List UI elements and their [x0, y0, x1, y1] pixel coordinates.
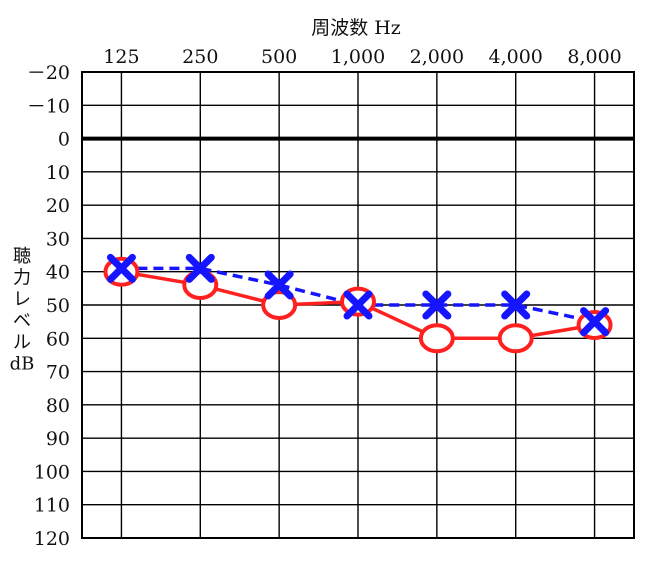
x-tick-label: 250	[182, 46, 218, 68]
y-tick-label: 30	[46, 228, 70, 250]
y-tick-label: 90	[46, 428, 70, 450]
y-axis-title-char: レ	[13, 289, 31, 310]
x-tick-label: 4,000	[489, 46, 543, 68]
circle-marker	[418, 323, 455, 354]
cross-marker	[264, 270, 294, 300]
y-tick-label: 50	[46, 295, 70, 317]
y-axis-title-char: ル	[13, 332, 31, 353]
x-tick-label: 125	[103, 46, 139, 68]
data-series	[103, 253, 613, 354]
y-tick-label: －20	[27, 62, 70, 84]
y-axis-title-char: ベ	[13, 311, 31, 332]
y-tick-label: 0	[58, 129, 70, 151]
x-tick-label: 500	[261, 46, 297, 68]
y-tick-label: 60	[46, 328, 70, 350]
cross-marker	[106, 253, 136, 283]
x-tick-label: 2,000	[410, 46, 464, 68]
cross-marker-stroke	[106, 253, 136, 283]
y-axis-ticks: －20 －10 0 10 20 30 40 50 60 70 80 90 100 110 120	[27, 62, 70, 550]
y-axis-title-char: 聴	[13, 246, 31, 267]
cross-marker-stroke	[343, 290, 373, 320]
circle-marker	[497, 323, 534, 354]
x-tick-label: 8,000	[567, 46, 621, 68]
cross-marker	[580, 307, 610, 337]
cross-marker-stroke	[264, 270, 294, 300]
y-tick-label: 40	[46, 262, 70, 284]
x-axis-ticks: 125 250 500 1,000 2,000 4,000 8,000	[103, 46, 621, 68]
cross-marker-stroke	[422, 290, 452, 320]
cross-marker-stroke	[501, 290, 531, 320]
y-tick-label: 20	[46, 195, 70, 217]
y-tick-label: 80	[46, 395, 70, 417]
y-tick-label: －10	[27, 95, 70, 117]
cross-marker	[185, 253, 215, 283]
y-axis-title-char: 力	[13, 268, 31, 289]
x-axis-title: 周波数 Hz	[311, 17, 401, 39]
circle-marker	[261, 290, 298, 320]
cross-marker	[343, 290, 373, 320]
y-tick-label: 120	[34, 528, 70, 550]
y-tick-label: 100	[34, 461, 70, 483]
cross-marker	[501, 290, 531, 320]
cross-marker-stroke	[580, 307, 610, 337]
x-tick-label: 1,000	[331, 46, 385, 68]
y-tick-label: 10	[46, 162, 70, 184]
cross-marker-stroke	[185, 253, 215, 283]
cross-marker	[422, 290, 452, 320]
y-tick-label: 110	[34, 495, 70, 517]
y-tick-label: 70	[46, 362, 70, 384]
y-axis-title-char: dB	[10, 354, 35, 375]
